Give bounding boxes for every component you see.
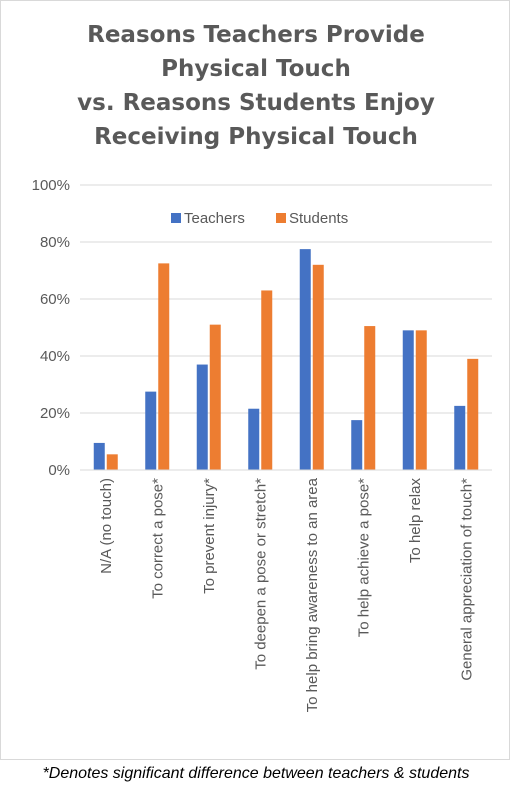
legend-swatch-teachers: [171, 213, 181, 223]
title-line-4: Receiving Physical Touch: [94, 124, 418, 150]
category-labels: N/A (no touch) To correct a pose* To preve…: [98, 477, 476, 712]
bar-teachers: [402, 330, 414, 470]
y-tick-label: 100%: [32, 177, 70, 194]
title-line-3: vs. Reasons Students Enjoy: [77, 90, 435, 116]
y-tick-label: 80%: [40, 234, 70, 251]
legend-swatch-students: [276, 213, 286, 223]
y-tick-label: 60%: [40, 291, 70, 308]
category-label: To deepen a pose or stretch*: [252, 478, 269, 670]
title-line-1: Reasons Teachers Provide: [87, 22, 425, 48]
y-tick-label: 40%: [40, 348, 70, 365]
y-tick-label: 20%: [40, 405, 70, 422]
y-tick-label: 0%: [48, 462, 70, 479]
bar-chart: 0% 20% 40% 60% 80% 100% N/A (no touch) To corr…: [32, 177, 492, 712]
bar-teachers: [454, 405, 466, 470]
bar-students: [364, 326, 376, 470]
bar-students: [261, 290, 273, 470]
bar-teachers: [93, 442, 105, 470]
legend-label-teachers: Teachers: [184, 210, 245, 227]
bar-teachers: [145, 391, 157, 470]
legend: Teachers Students: [171, 210, 348, 227]
bar-teachers: [299, 249, 311, 470]
category-label: To help relax: [407, 478, 424, 564]
category-label: N/A (no touch): [98, 478, 115, 574]
category-label: General appreciation of touch*: [458, 478, 475, 681]
bar-students: [467, 358, 479, 470]
legend-label-students: Students: [289, 210, 348, 227]
category-label: To prevent injury*: [201, 478, 218, 594]
title-line-2: Physical Touch: [161, 56, 351, 82]
bar-teachers: [248, 408, 260, 470]
chart-title: Reasons Teachers Provide Physical Touch …: [0, 18, 512, 154]
bar-students: [415, 330, 427, 470]
y-axis-ticks: 0% 20% 40% 60% 80% 100%: [32, 177, 70, 479]
bar-students: [312, 264, 324, 470]
footnote: *Denotes significant difference between …: [42, 765, 470, 782]
bar-students: [106, 454, 118, 470]
category-label: To help bring awareness to an area: [304, 477, 321, 712]
bars: [93, 249, 479, 470]
bar-students: [158, 263, 170, 470]
category-label: To correct a pose*: [149, 478, 166, 599]
bar-teachers: [351, 420, 363, 470]
bar-teachers: [196, 364, 208, 470]
bar-students: [209, 324, 221, 470]
category-label: To help achieve a pose*: [355, 478, 372, 637]
